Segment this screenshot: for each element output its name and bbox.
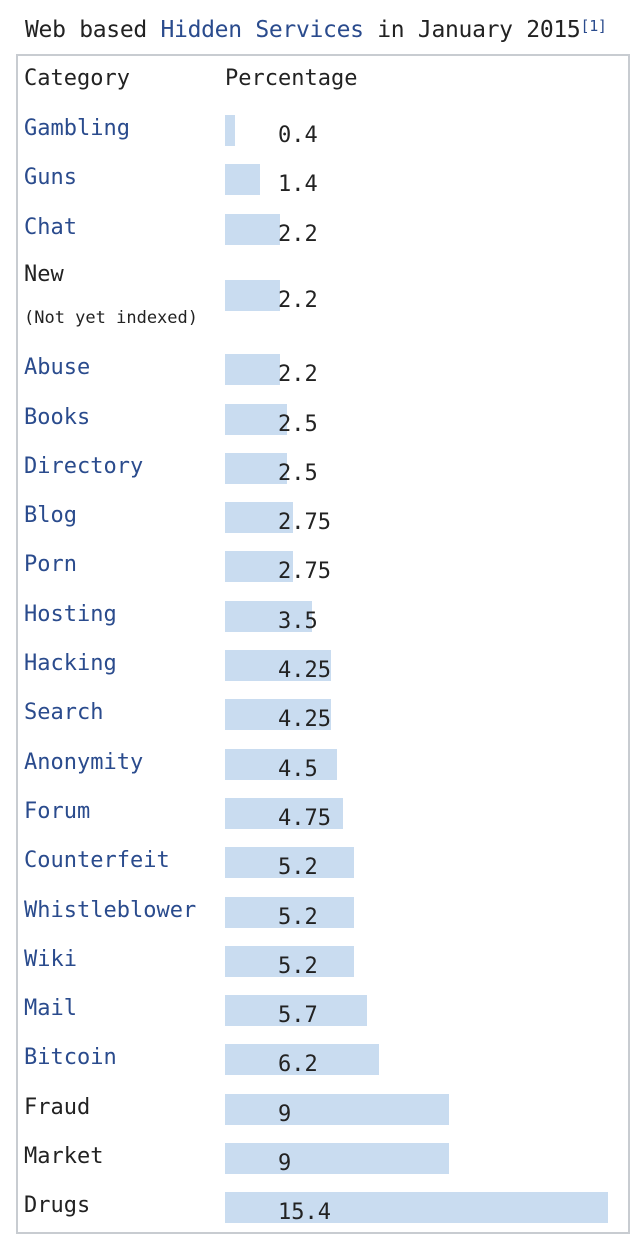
category-label[interactable]: Bitcoin	[24, 1045, 117, 1071]
percentage-bar	[225, 1192, 608, 1224]
table-row: Whistleblower 5.2	[0, 894, 640, 943]
percentage-bar	[225, 600, 313, 632]
percentage-value: 9	[278, 1151, 292, 1176]
percentage-value: 4.75	[278, 805, 331, 831]
percentage-value: 3.5	[278, 608, 318, 634]
table-row: Drugs 15.4	[0, 1189, 640, 1238]
percentage-bar	[225, 354, 280, 386]
table-row: Forum 4.75	[0, 795, 640, 844]
table-row: Wiki 5.2	[0, 943, 640, 992]
category-label[interactable]: Gambling	[24, 116, 130, 141]
table-row: Hacking 4.25	[0, 647, 640, 696]
percentage-bar	[225, 164, 260, 196]
caption-suffix: in January 2015	[363, 17, 581, 43]
percentage-bar	[225, 896, 355, 928]
category-label: New	[24, 261, 64, 287]
category-label: Market	[24, 1144, 104, 1169]
percentage-bar	[225, 1044, 380, 1076]
percentage-value: 2.75	[278, 510, 331, 536]
table-row: Mail 5.7	[0, 992, 640, 1041]
category-label[interactable]: Chat	[24, 214, 77, 240]
category-label[interactable]: Directory	[24, 453, 144, 479]
percentage-value: 2.2	[278, 287, 318, 313]
category-label[interactable]: Forum	[24, 798, 91, 824]
hidden-services-link[interactable]: Hidden Services	[160, 17, 364, 43]
percentage-bar	[225, 1093, 449, 1125]
percentage-bar	[225, 995, 367, 1027]
table-row: Market 9	[0, 1140, 640, 1189]
category-label[interactable]: Blog	[24, 503, 77, 529]
table-row: Blog 2.75	[0, 499, 640, 548]
category-label[interactable]: Mail	[24, 996, 77, 1022]
percentage-bar	[225, 115, 235, 146]
percentage-value: 0.4	[278, 123, 318, 148]
percentage-value: 5.2	[278, 855, 318, 881]
table-row: Fraud 9	[0, 1091, 640, 1140]
percentage-value: 4.25	[278, 707, 331, 733]
percentage-bar	[225, 279, 280, 311]
table-caption: Web based Hidden Services in January 201…	[25, 13, 607, 47]
category-label[interactable]: Whistleblower	[24, 897, 197, 923]
table-row: Anonymity 4.5	[0, 746, 640, 795]
column-header-category: Category	[24, 66, 130, 91]
percentage-value: 2.2	[278, 221, 318, 247]
percentage-bar	[225, 945, 355, 977]
percentage-bar	[225, 1143, 449, 1174]
table-row: Hosting 3.5	[0, 598, 640, 647]
percentage-value: 9	[278, 1101, 292, 1127]
category-subtext: (Not yet indexed)	[24, 307, 198, 328]
percentage-bar	[225, 213, 280, 245]
table-row: Directory 2.5	[0, 450, 640, 499]
table-row: Counterfeit 5.2	[0, 844, 640, 893]
table-row: Abuse 2.2	[0, 351, 640, 400]
table-row: Books 2.5	[0, 401, 640, 450]
category-label[interactable]: Hosting	[24, 601, 117, 627]
percentage-value: 6.2	[278, 1052, 318, 1078]
percentage-bar	[225, 699, 331, 731]
percentage-value: 1.4	[278, 172, 318, 198]
category-label[interactable]: Books	[24, 404, 91, 430]
percentage-bar	[225, 748, 337, 780]
percentage-value: 4.25	[278, 658, 331, 683]
category-label[interactable]: Guns	[24, 165, 77, 191]
table-row: Chat 2.2	[0, 211, 640, 260]
percentage-bar	[225, 797, 344, 829]
table-row: Search 4.25	[0, 696, 640, 745]
category-label[interactable]: Abuse	[24, 355, 91, 381]
percentage-bar	[225, 452, 288, 484]
table-row: New (Not yet indexed) 2.2	[0, 260, 640, 351]
percentage-bar	[225, 847, 355, 879]
percentage-bar	[225, 650, 331, 681]
percentage-bar	[225, 502, 294, 534]
percentage-value: 5.2	[278, 953, 318, 979]
percentage-value: 2.5	[278, 411, 318, 437]
category-label[interactable]: Search	[24, 700, 104, 726]
category-label[interactable]: Wiki	[24, 946, 77, 972]
data-table	[16, 54, 630, 1234]
category-label[interactable]: Porn	[24, 552, 77, 578]
category-label[interactable]: Counterfeit	[24, 848, 170, 874]
column-header-percentage: Percentage	[225, 66, 358, 91]
table-row: Porn 2.75	[0, 548, 640, 597]
percentage-bar	[225, 403, 288, 435]
percentage-value: 5.7	[278, 1003, 318, 1029]
percentage-value: 2.75	[278, 559, 331, 585]
percentage-bar	[225, 551, 294, 583]
percentage-value: 2.2	[278, 362, 318, 388]
caption-prefix: Web based	[25, 17, 161, 43]
percentage-value: 4.5	[278, 756, 318, 782]
table-row: Bitcoin 6.2	[0, 1041, 640, 1090]
percentage-value: 2.5	[278, 460, 318, 486]
category-label[interactable]: Hacking	[24, 651, 117, 676]
category-label: Drugs	[24, 1193, 91, 1219]
table-row: Guns 1.4	[0, 161, 640, 210]
percentage-value: 5.2	[278, 904, 318, 930]
category-label[interactable]: Anonymity	[24, 749, 144, 775]
reference-link[interactable]: [1]	[580, 17, 607, 35]
table-row: Gambling 0.4	[0, 112, 640, 161]
percentage-value: 15.4	[278, 1200, 331, 1226]
category-label: Fraud	[24, 1094, 91, 1120]
